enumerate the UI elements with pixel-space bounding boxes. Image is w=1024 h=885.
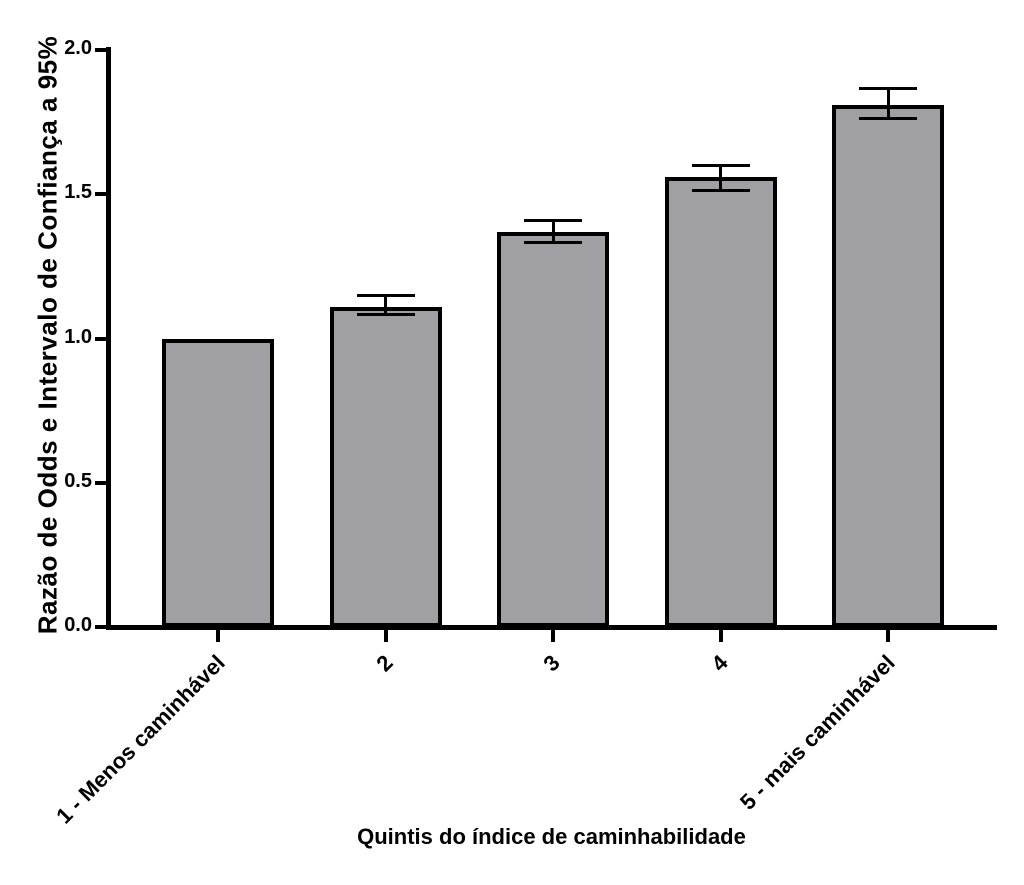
bar bbox=[664, 176, 777, 627]
y-tick-label: 2.0 bbox=[64, 37, 92, 59]
error-bar-line bbox=[384, 295, 387, 316]
y-tick bbox=[95, 625, 106, 629]
error-bar-cap-top bbox=[691, 164, 750, 168]
error-bar-cap-top bbox=[859, 86, 917, 90]
y-tick bbox=[95, 48, 106, 52]
y-tick-label: 0.5 bbox=[64, 469, 92, 492]
y-tick-label: 0.0 bbox=[64, 614, 92, 636]
error-bar-cap-top bbox=[356, 294, 415, 298]
bar bbox=[329, 306, 442, 627]
x-tick bbox=[718, 630, 723, 642]
x-tick-label: 2 bbox=[370, 650, 398, 677]
bar bbox=[497, 231, 609, 627]
error-bar-cap-top bbox=[524, 219, 582, 223]
x-tick bbox=[216, 630, 220, 642]
error-bar-line bbox=[551, 220, 555, 244]
error-bar-line bbox=[719, 165, 722, 192]
x-tick bbox=[551, 630, 555, 642]
error-bar-cap-bottom bbox=[356, 313, 415, 317]
error-bar-cap-bottom bbox=[524, 241, 582, 245]
y-axis-line bbox=[106, 47, 111, 630]
y-tick bbox=[95, 336, 106, 341]
error-bar-line bbox=[886, 87, 890, 120]
x-tick bbox=[383, 630, 388, 642]
x-tick-label: 5 - mais caminhável bbox=[734, 650, 900, 815]
y-tick bbox=[95, 480, 106, 485]
y-tick-label: 1.5 bbox=[64, 181, 92, 204]
x-tick-label: 3 bbox=[538, 650, 565, 677]
y-tick bbox=[95, 192, 106, 197]
x-axis-title: Quintis do índice de caminhabilidade bbox=[357, 824, 746, 849]
y-tick-label: 1.0 bbox=[64, 325, 92, 348]
error-bar-cap-bottom bbox=[691, 189, 750, 193]
x-tick-label: 4 bbox=[705, 650, 733, 677]
bar bbox=[162, 338, 274, 627]
error-bar-cap-bottom bbox=[859, 117, 917, 121]
bar bbox=[832, 104, 944, 627]
x-tick bbox=[886, 630, 890, 642]
x-axis-line bbox=[106, 625, 997, 630]
x-tick-label: 1 - Menos caminhável bbox=[51, 650, 230, 829]
